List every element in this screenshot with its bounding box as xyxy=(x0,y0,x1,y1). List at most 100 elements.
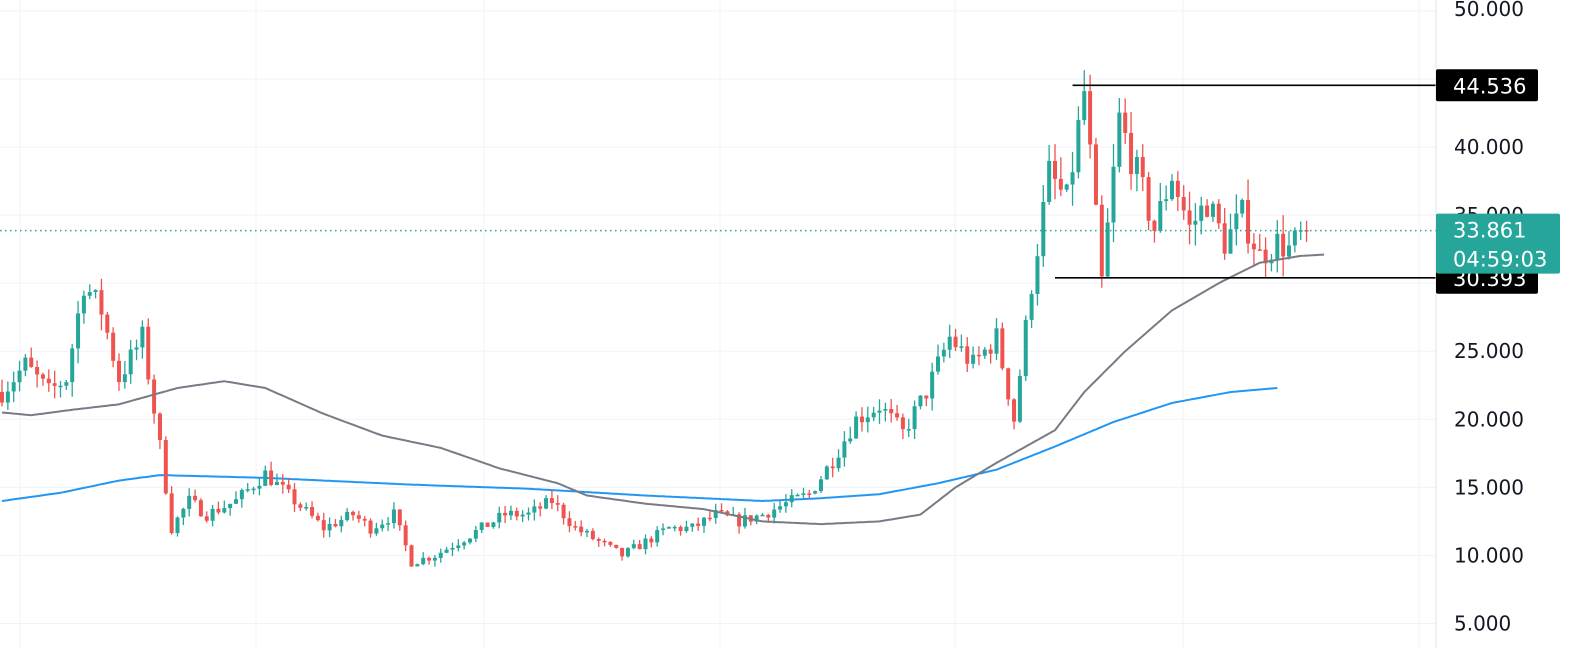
candle xyxy=(608,541,613,547)
candle xyxy=(508,505,513,520)
candle xyxy=(345,508,350,522)
candle xyxy=(620,547,625,561)
candle xyxy=(1012,398,1017,430)
candle xyxy=(1251,233,1256,267)
candle xyxy=(304,502,309,511)
candle xyxy=(544,495,549,510)
candle xyxy=(1041,185,1046,267)
candle xyxy=(953,328,958,352)
candle xyxy=(783,494,788,513)
candle xyxy=(666,526,671,529)
candle xyxy=(234,491,238,505)
candle xyxy=(368,518,373,538)
candle xyxy=(976,346,981,366)
candle xyxy=(415,563,420,567)
candle xyxy=(456,539,461,552)
candle xyxy=(1287,231,1291,260)
candle xyxy=(1187,191,1192,245)
candle xyxy=(1193,203,1198,246)
candle xyxy=(263,465,268,487)
candle xyxy=(351,510,355,521)
candle xyxy=(988,344,993,364)
candle xyxy=(1257,233,1262,251)
current-price-label: 33.861 xyxy=(1453,219,1526,243)
candle xyxy=(520,510,525,523)
candle xyxy=(1146,171,1151,231)
candle xyxy=(1263,237,1268,279)
candle xyxy=(690,523,695,532)
candle xyxy=(1158,182,1163,233)
candle xyxy=(1152,219,1157,243)
candle xyxy=(555,495,560,512)
candle xyxy=(965,337,970,373)
candle xyxy=(859,407,864,432)
candle xyxy=(842,431,847,467)
candle xyxy=(1099,195,1104,288)
candle xyxy=(778,500,783,513)
y-tick-label: 25.000 xyxy=(1454,339,1524,363)
candle xyxy=(1170,174,1174,201)
candle xyxy=(64,379,69,390)
candle xyxy=(836,449,841,472)
candle xyxy=(380,519,385,532)
candle xyxy=(298,502,303,512)
candle xyxy=(432,555,437,567)
candle xyxy=(391,502,396,529)
candle xyxy=(204,511,209,523)
candle xyxy=(994,318,999,360)
candle xyxy=(1035,244,1040,306)
candle xyxy=(105,311,110,340)
candle xyxy=(1117,98,1122,173)
candle xyxy=(1006,367,1011,406)
candle xyxy=(23,354,28,377)
candle xyxy=(1111,143,1116,243)
candle xyxy=(813,490,818,495)
candle xyxy=(5,381,10,410)
candle xyxy=(854,411,859,439)
candle xyxy=(1029,290,1034,328)
candle xyxy=(1199,196,1204,235)
candle xyxy=(936,344,940,375)
candle xyxy=(707,511,712,522)
candle xyxy=(117,353,121,391)
grid-layer xyxy=(0,0,1436,648)
candle xyxy=(924,395,929,407)
level-price-tag: 44.536 xyxy=(1436,69,1538,102)
y-tick-label: 20.000 xyxy=(1454,407,1524,431)
candle xyxy=(152,374,157,424)
candle xyxy=(655,526,660,547)
candle xyxy=(532,499,537,521)
candle xyxy=(1210,201,1215,222)
candle xyxy=(719,503,724,513)
candle xyxy=(971,346,976,369)
candle xyxy=(175,516,180,537)
candle xyxy=(590,528,595,541)
candle xyxy=(222,500,227,514)
candle xyxy=(427,556,432,565)
candle xyxy=(70,343,75,397)
candle xyxy=(1123,98,1128,144)
y-tick-label: 10.000 xyxy=(1454,543,1524,567)
candle xyxy=(1000,322,1005,371)
candle xyxy=(602,538,607,547)
candle xyxy=(140,320,145,359)
candle xyxy=(216,501,221,515)
candle xyxy=(1292,227,1297,253)
candle xyxy=(1304,220,1309,243)
candle xyxy=(661,523,666,536)
candle xyxy=(865,406,870,433)
candle xyxy=(122,361,127,389)
candle xyxy=(40,372,45,386)
candle xyxy=(1140,144,1145,192)
candle xyxy=(239,488,244,508)
candle xyxy=(1017,369,1022,424)
candle xyxy=(1134,149,1139,192)
candle xyxy=(157,412,162,450)
candle xyxy=(848,426,853,444)
candle xyxy=(503,506,508,524)
candle xyxy=(163,436,168,495)
y-tick-label: 40.000 xyxy=(1454,135,1524,159)
candle xyxy=(444,546,449,554)
candle xyxy=(169,486,174,535)
